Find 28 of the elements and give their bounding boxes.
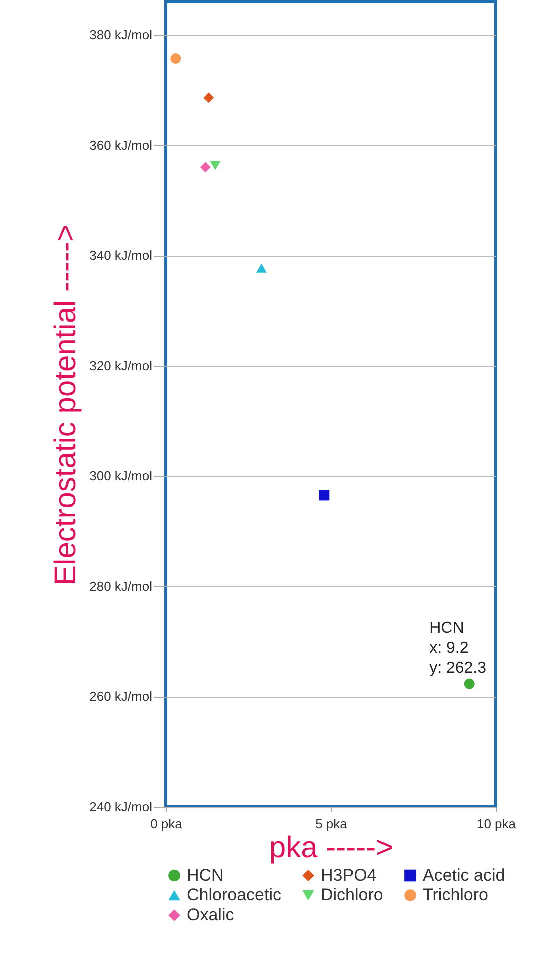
- point: [210, 161, 221, 170]
- point: [170, 54, 182, 64]
- y-tick-label: 320 kJ/mol: [90, 358, 153, 374]
- y-tick-label: 360 kJ/mol: [90, 138, 153, 153]
- legend-label: Chloroacetic: [187, 886, 282, 904]
- x-tick-label: 0 pka: [150, 816, 184, 832]
- y-tick-label: 380 kJ/mol: [90, 28, 153, 43]
- y-tick-label: 340 kJ/mol: [90, 248, 153, 264]
- legend-label: Oxalic: [187, 906, 235, 924]
- y-axis-title: Electrostatic potential ----->: [50, 224, 83, 586]
- legend-label: HCN: [187, 866, 224, 885]
- legend-label: Acetic acid: [423, 866, 506, 885]
- y-tick-label: 300 kJ/mol: [90, 468, 153, 484]
- legend-label: H3PO4: [321, 866, 377, 885]
- x-tick-label: 10 pka: [476, 816, 517, 832]
- legend-label: Dichloro: [321, 886, 384, 904]
- annotation: HCN x: 9.2 y: 262.3: [430, 620, 487, 678]
- x-tick-label: 5 pka: [316, 816, 348, 832]
- point: [200, 162, 211, 173]
- point: [319, 490, 330, 501]
- point: [464, 678, 475, 690]
- x-axis-title: pka ----->: [269, 832, 394, 864]
- legend-label: Trichloro: [423, 886, 488, 904]
- y-tick-label: 240 kJ/mol: [90, 800, 153, 814]
- point: [204, 92, 214, 104]
- y-tick-label: 260 kJ/mol: [90, 689, 153, 704]
- y-tick-label: 280 kJ/mol: [90, 578, 153, 594]
- point: [256, 264, 267, 273]
